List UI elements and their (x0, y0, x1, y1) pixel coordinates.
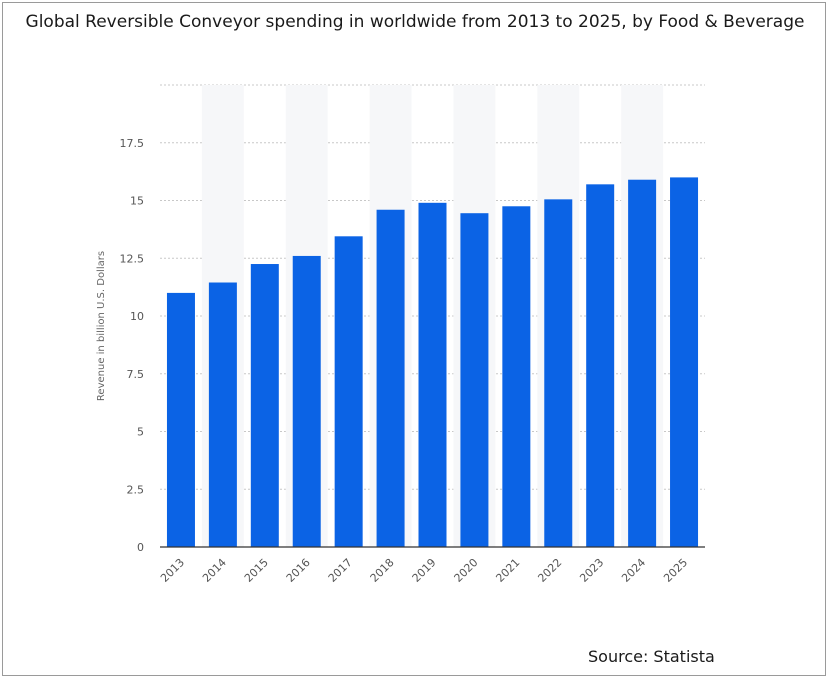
x-tick-label: 2023 (577, 556, 606, 585)
bar (418, 202, 447, 547)
x-tick-label: 2025 (661, 556, 690, 585)
y-tick-label: 5 (137, 426, 144, 439)
y-tick-label: 7.5 (127, 368, 145, 381)
y-tick-label: 17.5 (120, 137, 145, 150)
bar (670, 177, 699, 547)
bar (250, 264, 279, 547)
bars (166, 177, 699, 548)
bar (334, 236, 363, 547)
bar (502, 206, 531, 547)
x-tick-label: 2016 (284, 556, 313, 585)
bar (376, 209, 405, 548)
y-tick-label: 15 (130, 195, 144, 208)
bar (586, 184, 615, 547)
source-label: Source: Statista (588, 647, 715, 666)
bar (544, 199, 573, 547)
x-tick-label: 2015 (242, 556, 271, 585)
bar (166, 292, 195, 547)
x-tick-label: 2019 (410, 556, 439, 585)
y-tick-label: 2.5 (127, 483, 145, 496)
bar (460, 213, 489, 547)
x-tick-label: 2017 (326, 556, 355, 585)
y-axis-label: Revenue in billion U.S. Dollars (96, 251, 107, 401)
x-tick-label: 2021 (493, 556, 522, 585)
y-tick-label: 10 (130, 310, 144, 323)
y-tick-label: 0 (137, 541, 144, 554)
chart-title: Global Reversible Conveyor spending in w… (25, 12, 805, 32)
x-tick-label: 2024 (619, 556, 648, 585)
y-tick-label: 12.5 (120, 252, 145, 265)
x-tick-label: 2014 (200, 556, 229, 585)
bar (292, 255, 321, 547)
x-tick-label: 2022 (535, 556, 564, 585)
bar (628, 179, 657, 547)
x-tick-label: 2013 (158, 556, 187, 585)
bar (208, 282, 237, 547)
x-tick-label: 2020 (452, 556, 481, 585)
x-tick-label: 2018 (368, 556, 397, 585)
